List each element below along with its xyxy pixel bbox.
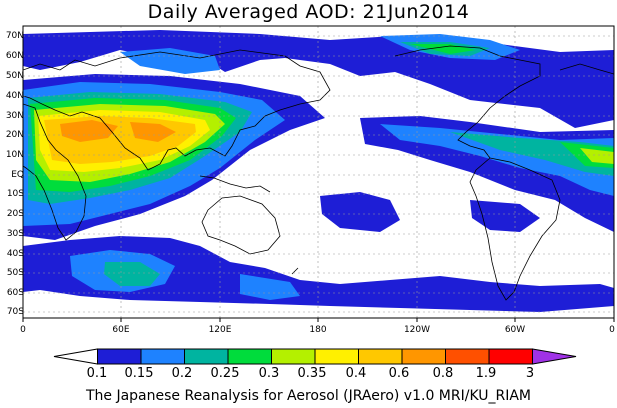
lat-label: 40N [5, 91, 24, 101]
lat-label: 70N [5, 31, 24, 41]
tick-marks [22, 318, 615, 322]
colorbar-label: 0.2 [171, 366, 193, 381]
lon-label: 180 [309, 325, 327, 335]
lon-label: 0 [609, 325, 615, 335]
lon-label: 120E [208, 325, 232, 335]
aod-map [22, 25, 615, 322]
gridlines [23, 26, 614, 318]
colorbar-label: 0.15 [124, 366, 154, 381]
colorbar-label: 0.6 [388, 366, 410, 381]
colorbar-label: 0.25 [210, 366, 240, 381]
colorbar-cell [358, 348, 403, 365]
lat-label: 30N [5, 111, 24, 121]
lat-label: 50S [6, 268, 24, 278]
lat-label: 10S [6, 189, 24, 199]
colorbar-label: 0.4 [345, 366, 367, 381]
colorbar-label: 0.1 [86, 366, 108, 381]
colorbar-cell [401, 348, 446, 365]
colorbar-cell [97, 348, 142, 365]
lon-label: 60E [112, 325, 130, 335]
data-credit: The Japanese Reanalysis for Aerosol (JRA… [85, 388, 532, 404]
lon-label: 60W [504, 325, 526, 335]
lat-label: 60N [5, 51, 24, 61]
coastlines [23, 45, 614, 301]
colorbar-cell [53, 348, 98, 365]
lat-label: 70S [6, 307, 24, 317]
lat-label: 50N [5, 71, 24, 81]
lat-label: 20S [6, 209, 24, 219]
colorbar-label: 3 [525, 366, 535, 381]
colorbar-cell [184, 348, 229, 365]
colorbar-cell [271, 348, 316, 365]
colorbar-cell [488, 348, 533, 365]
lat-label: 10N [5, 150, 24, 160]
lat-label: 30S [6, 229, 24, 239]
lat-label: EQ [11, 170, 24, 180]
colorbar-label: 0.3 [258, 366, 280, 381]
colorbar-label: 0.35 [297, 366, 327, 381]
colorbar-cell [227, 348, 272, 365]
lat-label: 40S [6, 249, 24, 259]
colorbar-cell [140, 348, 185, 365]
colorbar [53, 348, 577, 365]
colorbar-cell [532, 348, 577, 365]
colorbar-cell [445, 348, 490, 365]
lat-label: 60S [6, 288, 24, 298]
colorbar-label: 1.9 [475, 366, 497, 381]
aod-band-0-6 [60, 120, 176, 142]
lon-label: 0 [20, 325, 26, 335]
lon-label: 120W [403, 325, 431, 335]
aod-field [23, 30, 614, 312]
colorbar-label: 0.8 [432, 366, 454, 381]
map-title: Daily Averaged AOD: 21Jun2014 [147, 1, 470, 23]
lat-label: 20N [5, 130, 24, 140]
colorbar-cell [314, 348, 359, 365]
